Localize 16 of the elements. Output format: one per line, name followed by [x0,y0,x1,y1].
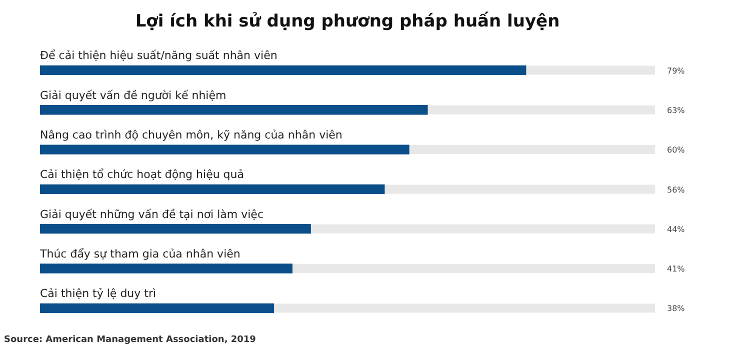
data-label: 56% [667,185,686,194]
data-label: 38% [667,304,686,314]
y-tick-label: Thúc đẩy sự tham gia của nhân viên [39,248,240,261]
y-tick-label: Cải thiện tổ chức hoạt động hiệu quả [40,168,244,182]
y-tick-label: Nâng cao trình độ chuyên môn, kỹ năng của nhân viên [40,128,342,142]
data-label: 60% [667,146,686,155]
source-note: Source: American Management Association, 2019 [4,335,256,345]
data-label: 41% [667,264,686,274]
y-tick-label: Giải quyết những vấn đề tại nơi làm việc [40,208,264,221]
y-tick-label: Giải quyết vấn đề người kế nhiệm [40,88,226,102]
y-tick-label: Cải thiện tỷ lệ duy trì [40,287,156,300]
y-tick-label: Để cải thiện hiệu suất/năng suất nhân viên [40,49,278,62]
data-label: 63% [667,106,686,115]
chart-title: Lợi ích khi sử dụng phương pháp huấn luyện [135,12,560,32]
data-label: 44% [667,224,686,234]
data-label: 79% [667,66,686,76]
